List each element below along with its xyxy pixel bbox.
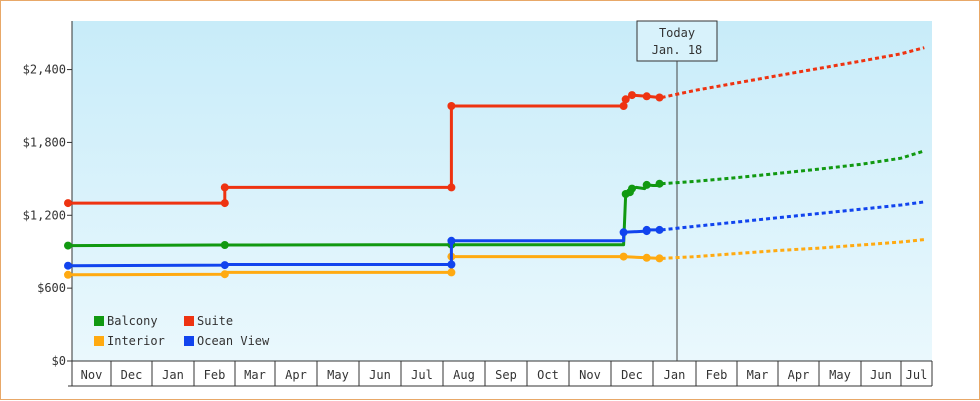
x-tick-label: Feb [204,368,226,382]
legend-swatch-ocean-view [184,336,194,346]
plot-area [72,21,932,361]
data-point-interior[interactable] [642,253,651,262]
today-date: Jan. 18 [652,43,703,57]
data-point-ocean-view[interactable] [642,225,651,234]
series-projection-interior [661,238,925,260]
legend-swatch-balcony [94,316,104,326]
data-point-suite[interactable] [642,92,651,101]
legend-label-interior: Interior [107,334,165,348]
data-point-interior[interactable] [64,270,72,279]
y-tick-label: $1,800 [23,135,66,149]
data-point-interior[interactable] [220,270,229,279]
legend-swatch-suite [184,316,194,326]
x-tick-label: Apr [788,368,810,382]
data-point-interior[interactable] [447,268,456,277]
series-line-suite [68,93,660,205]
y-tick-label: $0 [52,354,66,368]
x-tick-label: Nov [81,368,103,382]
legend-label-suite: Suite [197,314,233,328]
series-projection-balcony [661,149,925,186]
data-point-suite[interactable] [220,199,229,208]
data-point-balcony[interactable] [220,241,229,249]
x-tick-label: Mar [747,368,769,382]
data-point-suite[interactable] [447,183,456,192]
data-point-suite[interactable] [619,102,628,110]
data-point-ocean-view[interactable] [655,225,664,234]
data-point-interior[interactable] [619,252,628,261]
x-tick-label: Mar [244,368,266,382]
x-tick-label: Jun [369,368,391,382]
series-projection-ocean-view [661,200,925,232]
x-tick-label: Jan [664,368,686,382]
data-point-balcony[interactable] [642,180,651,189]
x-tick-label: Feb [706,368,728,382]
legend-label-ocean-view: Ocean View [197,334,270,348]
series-ocean-view [64,200,925,270]
x-tick-label: Jan [162,368,184,382]
x-tick-label: Nov [579,368,601,382]
series-layer [64,46,925,279]
legend: Balcony Suite Interior Ocean View [94,314,270,348]
data-point-suite[interactable] [628,91,636,100]
series-suite [64,46,925,208]
data-point-ocean-view[interactable] [220,261,229,270]
y-tick-label: $2,400 [23,63,66,77]
data-point-suite[interactable] [655,93,664,102]
legend-label-balcony: Balcony [107,314,158,328]
data-point-balcony[interactable] [655,179,664,188]
y-tick-label: $600 [37,281,66,295]
data-point-balcony[interactable] [64,241,72,250]
x-tick-label: Jun [870,368,892,382]
x-tick-label: Aug [453,368,475,382]
series-balcony [64,149,925,250]
x-tick-label: Jul [906,368,928,382]
today-box [636,20,718,62]
data-point-suite[interactable] [64,199,72,208]
series-projection-suite [661,46,925,99]
data-point-ocean-view[interactable] [64,261,72,270]
axes: $0 $600 $1,200 $1,800 $2,400 Nov Dec Jan Feb Mar A… [23,21,933,387]
data-point-balcony[interactable] [628,184,636,193]
x-tick-label: May [829,368,851,382]
legend-swatch-interior [94,336,104,346]
x-tick-label: Jul [411,368,433,382]
x-tick-label: Dec [621,368,643,382]
today-marker: Today Jan. 18 [636,20,718,361]
x-tick-label: May [327,368,349,382]
data-point-ocean-view[interactable] [619,228,628,237]
data-point-ocean-view[interactable] [447,236,456,245]
x-tick-label: Oct [537,368,559,382]
x-tick-label: Sep [495,368,517,382]
data-point-interior[interactable] [655,254,664,263]
y-tick-label: $1,200 [23,208,66,222]
data-point-ocean-view[interactable] [447,260,456,269]
x-tick-label: Dec [121,368,143,382]
today-label: Today [659,26,695,40]
data-point-suite[interactable] [447,102,456,110]
data-point-suite[interactable] [220,183,229,192]
x-tick-label: Apr [285,368,307,382]
data-point-suite[interactable] [621,95,630,104]
